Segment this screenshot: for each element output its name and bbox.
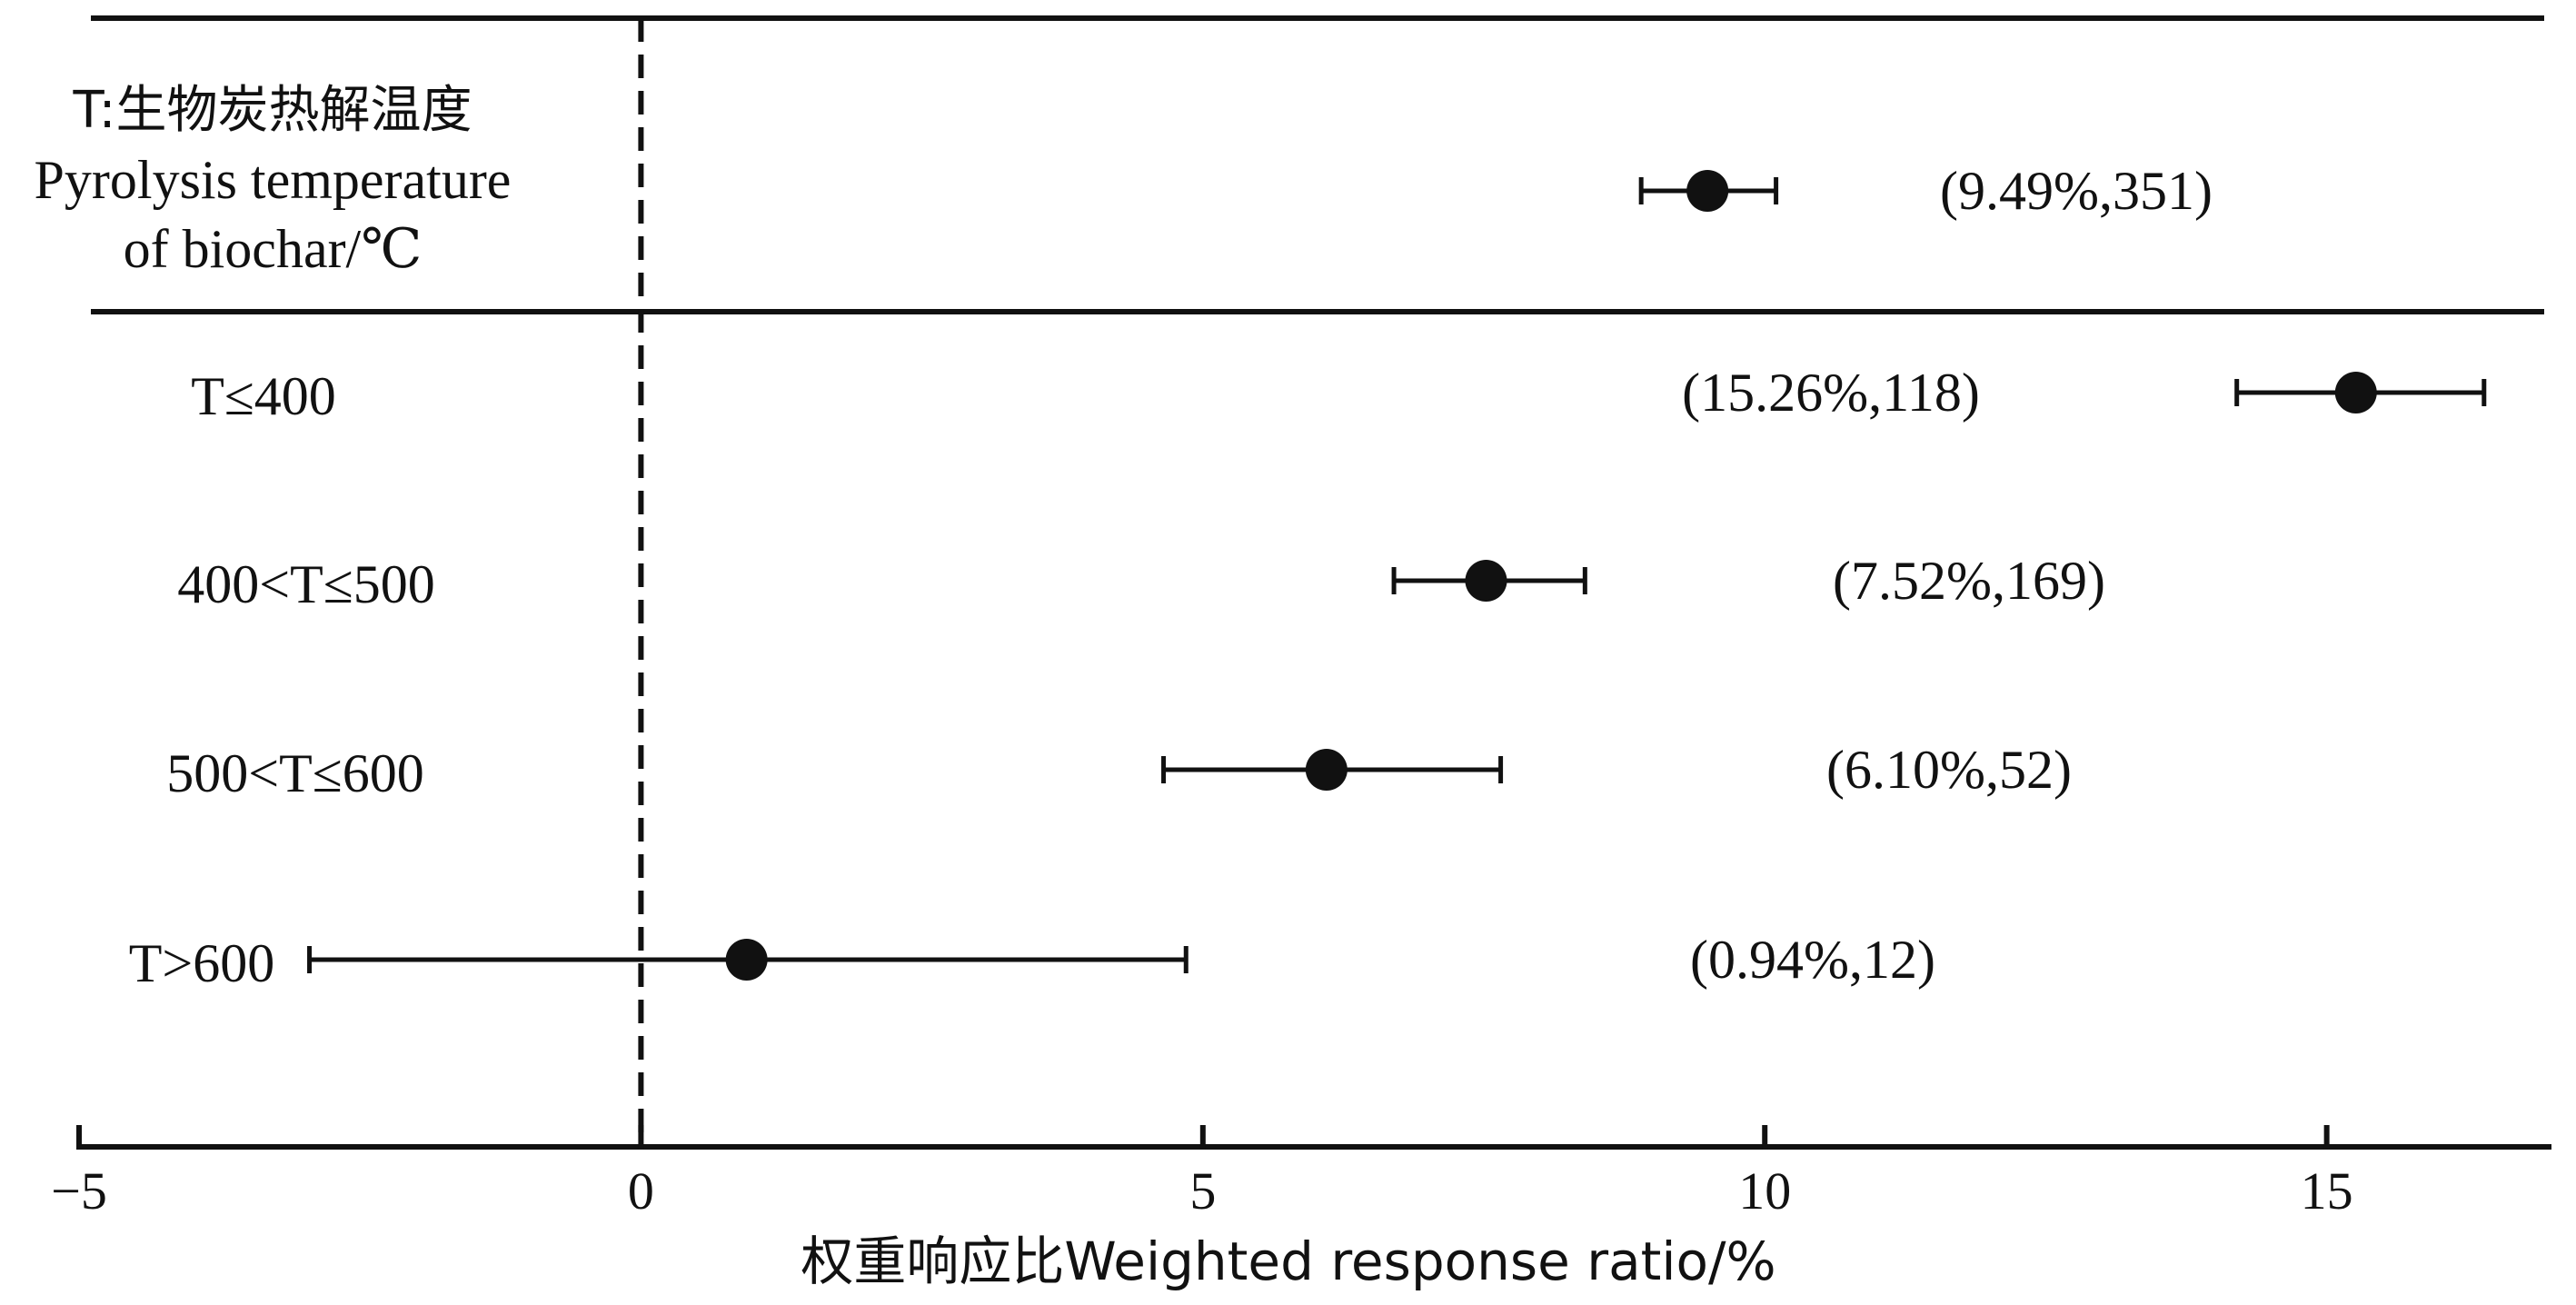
effect-annotation: (6.10%,52) — [1826, 740, 2072, 800]
x-axis: −5 0 5 10 15 — [51, 1125, 2551, 1220]
mean-point — [2334, 372, 2377, 413]
row-label: 400<T≤500 — [177, 554, 434, 614]
header-label: T:生物炭热解温度 Pyrolysis temperature of bioch… — [35, 81, 512, 279]
x-tick-label: 5 — [1189, 1161, 1216, 1220]
x-axis-title: 权重响应比Weighted response ratio/% — [801, 1230, 1775, 1292]
x-tick-label: 10 — [1738, 1161, 1791, 1220]
mean-point — [1465, 560, 1507, 602]
subgroup-row: (7.52%,169) 400<T≤500 — [177, 551, 2105, 614]
row-label: T>600 — [129, 933, 275, 993]
mean-point — [1305, 749, 1348, 791]
x-tick-label: 0 — [628, 1161, 654, 1220]
overall-effect-row: (9.49%,351) — [1638, 161, 2213, 221]
effect-annotation: (7.52%,169) — [1833, 551, 2105, 611]
row-label: T≤400 — [191, 366, 336, 426]
subgroup-row: (15.26%,118) T≤400 — [191, 363, 2487, 426]
header-label-line-1: T:生物炭热解温度 — [73, 81, 472, 140]
mean-point — [1686, 170, 1729, 212]
effect-annotation: (0.94%,12) — [1690, 930, 1935, 990]
subgroup-row: (6.10%,52) 500<T≤600 — [166, 740, 2072, 803]
row-label: 500<T≤600 — [166, 743, 423, 803]
mean-point — [725, 939, 768, 981]
x-tick-label: −5 — [51, 1161, 107, 1220]
forest-marks: (9.49%,351) (15.26%,118) T≤400 (7.52%,169) 4… — [129, 18, 2487, 1147]
effect-annotation: (15.26%,118) — [1682, 363, 1980, 423]
header-label-line-2: Pyrolysis temperature — [35, 150, 512, 210]
subgroup-row: (0.94%,12) T>600 — [129, 930, 1935, 993]
header-label-line-3: of biochar/℃ — [124, 219, 423, 279]
x-tick-label: 15 — [2301, 1161, 2353, 1220]
effect-annotation: (9.49%,351) — [1940, 161, 2213, 221]
